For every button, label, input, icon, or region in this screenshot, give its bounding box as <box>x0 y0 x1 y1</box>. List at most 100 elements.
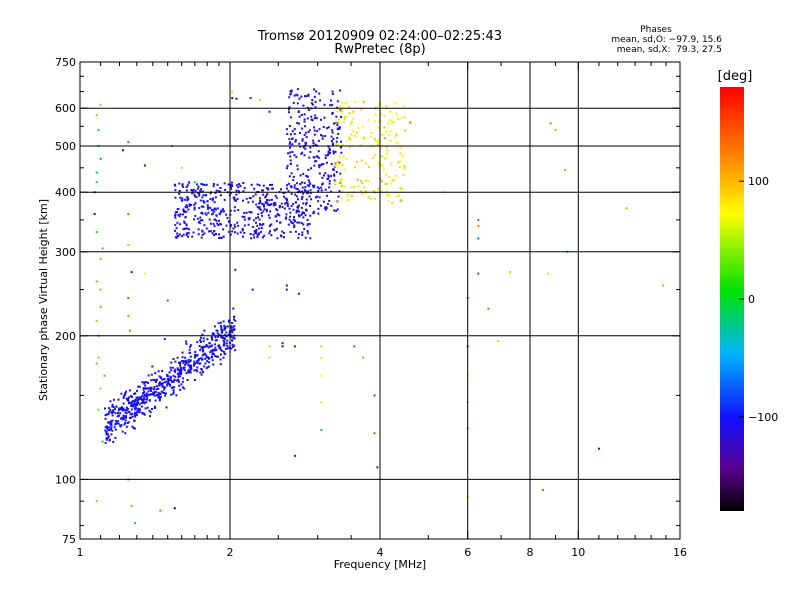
data-point <box>370 131 373 134</box>
data-point <box>338 190 341 193</box>
data-point <box>216 183 219 186</box>
x-tick-label: 4 <box>377 546 384 559</box>
data-point <box>334 120 337 123</box>
data-point <box>316 195 319 198</box>
data-point <box>222 228 225 231</box>
data-point <box>360 108 363 111</box>
data-point <box>150 373 153 376</box>
data-point <box>212 363 215 366</box>
colorbar-unit-label: [deg] <box>718 69 753 84</box>
data-point <box>202 200 205 203</box>
data-point <box>219 363 222 366</box>
data-point <box>174 370 177 373</box>
data-point <box>297 206 300 209</box>
data-point <box>297 236 300 239</box>
data-point <box>176 234 179 237</box>
data-point <box>249 97 252 100</box>
data-point <box>256 183 259 186</box>
data-point <box>349 123 352 126</box>
data-point <box>99 288 102 291</box>
data-point <box>380 113 383 116</box>
data-point <box>140 397 142 400</box>
data-point <box>243 187 246 190</box>
data-point <box>210 345 213 348</box>
data-point <box>248 218 251 221</box>
data-point <box>112 398 115 401</box>
data-point <box>254 232 257 235</box>
data-point <box>300 114 303 116</box>
data-point <box>337 132 340 135</box>
data-point <box>303 227 306 230</box>
data-point <box>274 229 277 232</box>
data-point <box>130 504 133 507</box>
data-point <box>336 121 339 124</box>
data-point <box>122 407 125 410</box>
data-point <box>302 146 305 149</box>
data-point <box>381 133 384 136</box>
data-point <box>126 422 129 424</box>
data-point <box>313 117 316 120</box>
data-point <box>373 138 376 141</box>
data-point <box>326 154 329 157</box>
data-point <box>185 227 187 230</box>
data-point <box>148 399 151 402</box>
data-point <box>275 227 278 230</box>
data-point <box>184 360 186 363</box>
data-point <box>293 454 296 457</box>
data-point <box>351 194 353 197</box>
data-point <box>109 409 112 411</box>
data-point <box>338 118 340 121</box>
data-point <box>301 233 304 236</box>
data-point <box>183 221 186 224</box>
data-point <box>308 195 311 198</box>
data-point <box>250 237 253 240</box>
data-point <box>105 425 108 428</box>
data-point <box>304 186 307 188</box>
data-point <box>308 129 311 132</box>
data-point <box>296 122 299 124</box>
data-point <box>134 405 137 408</box>
data-point <box>215 208 217 211</box>
data-point <box>120 416 123 419</box>
data-point <box>231 339 234 342</box>
data-point <box>175 227 178 230</box>
data-point <box>304 95 306 98</box>
data-point <box>202 337 205 340</box>
data-point <box>280 188 282 191</box>
data-point <box>225 342 228 345</box>
data-point <box>214 335 217 338</box>
data-point <box>350 120 353 123</box>
data-point <box>274 215 277 218</box>
data-point <box>175 379 178 382</box>
data-point <box>119 407 122 410</box>
data-point <box>298 97 301 100</box>
data-point <box>213 234 216 236</box>
data-point <box>320 118 322 121</box>
data-point <box>228 321 231 324</box>
data-point <box>352 117 355 120</box>
data-point <box>220 336 223 339</box>
data-point <box>223 337 226 340</box>
data-point <box>399 146 402 149</box>
data-point <box>168 383 171 386</box>
data-point <box>301 139 304 142</box>
data-point <box>321 137 324 140</box>
data-point <box>165 380 168 383</box>
data-point <box>300 222 303 224</box>
data-point <box>211 333 214 335</box>
data-point <box>386 122 389 125</box>
data-point <box>119 425 122 428</box>
data-point <box>202 183 205 186</box>
data-point <box>213 353 215 356</box>
data-point <box>268 216 271 219</box>
data-point <box>289 159 292 162</box>
data-point <box>183 369 186 372</box>
data-point <box>220 328 223 331</box>
data-point <box>134 415 137 418</box>
data-point <box>168 379 170 382</box>
data-point <box>295 209 298 212</box>
data-point <box>104 417 107 420</box>
data-point <box>181 235 184 238</box>
y-tick-label: 300 <box>55 246 76 259</box>
data-point <box>387 200 390 203</box>
